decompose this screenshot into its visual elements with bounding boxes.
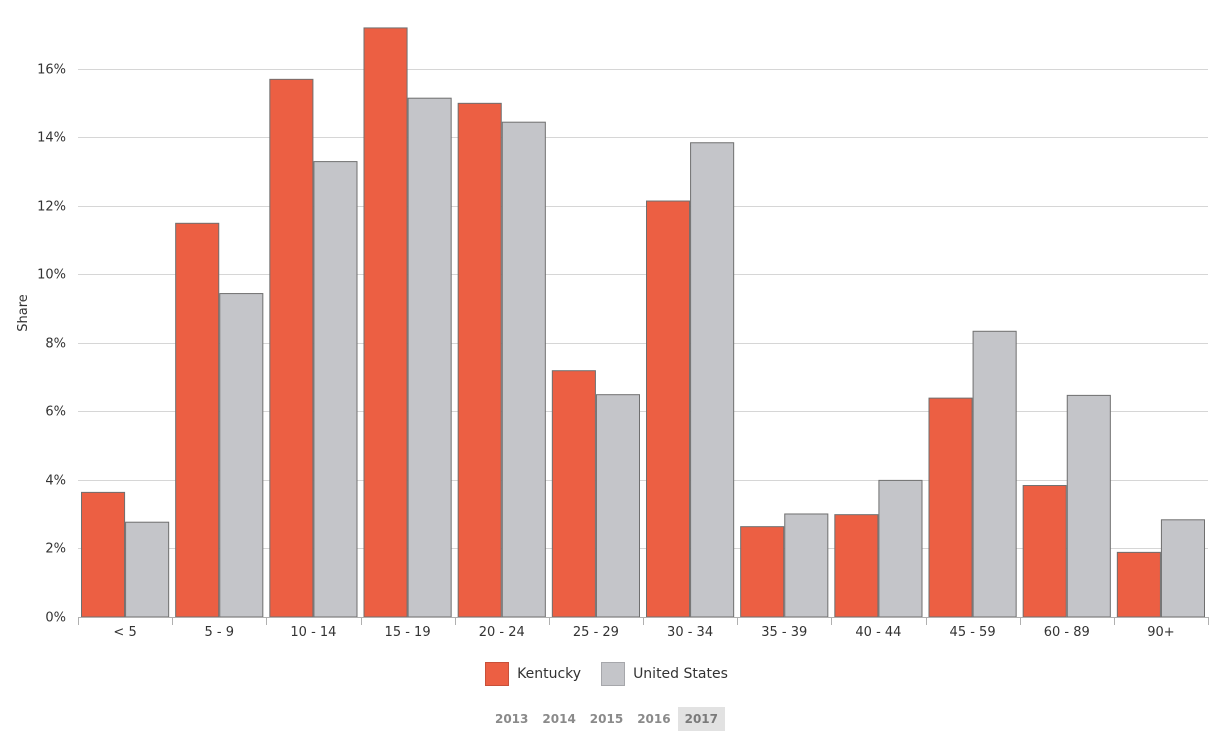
bar-kentucky[interactable] (457, 102, 502, 618)
bar-kentucky[interactable] (175, 222, 220, 618)
gridlines (78, 69, 1208, 549)
x-tick-label: 40 - 44 (855, 625, 901, 640)
bar-kentucky[interactable] (928, 397, 973, 618)
axes: 0% 2% 4% 6% 8% 10% 12% 14% 16% < 5 5 - 9 10 - 14 15 … (37, 63, 1209, 640)
year-button-2016[interactable]: 2016 (637, 712, 671, 726)
x-tick-label: 45 - 59 (950, 625, 996, 640)
y-tick-label: 8% (45, 337, 66, 352)
bar-united-states[interactable] (1160, 519, 1205, 618)
legend-label-kentucky: Kentucky (517, 666, 582, 682)
bar-united-states[interactable] (1066, 394, 1111, 618)
y-tick-label: 6% (45, 405, 66, 420)
y-tick-label: 12% (37, 200, 66, 215)
bar-kentucky[interactable] (81, 491, 126, 618)
bar-kentucky[interactable] (1116, 551, 1161, 618)
x-tick-label: 20 - 24 (479, 625, 525, 640)
x-tick-label: 10 - 14 (290, 625, 336, 640)
legend-item-united-states[interactable]: United States (601, 662, 728, 686)
x-tick-label: < 5 (113, 625, 136, 640)
y-tick-label: 2% (45, 542, 66, 557)
year-button-2015[interactable]: 2015 (589, 712, 624, 726)
bar-kentucky[interactable] (363, 27, 408, 618)
x-tick-label: 35 - 39 (761, 625, 807, 640)
bar-kentucky[interactable] (740, 526, 785, 618)
legend-swatch-kentucky (485, 662, 510, 686)
legend-label-united-states: United States (633, 666, 728, 682)
y-tick-label: 10% (37, 268, 66, 283)
bar-united-states[interactable] (125, 521, 170, 618)
bar-kentucky[interactable] (551, 370, 596, 618)
bar-kentucky[interactable] (646, 200, 691, 618)
x-tick-label: 30 - 34 (667, 625, 713, 640)
bar-united-states[interactable] (690, 142, 735, 618)
x-tick-label: 90+ (1147, 625, 1174, 640)
year-selector: 2013 2014 2015 2016 2017 (0, 707, 1213, 731)
year-button-2017[interactable]: 2017 (677, 707, 726, 731)
legend-swatch-united-states (601, 662, 626, 686)
y-tick-label: 16% (37, 63, 66, 78)
x-tick-label: 15 - 19 (385, 625, 431, 640)
legend: Kentucky United States (0, 660, 1213, 688)
bar-united-states[interactable] (878, 479, 923, 618)
x-tick-label: 5 - 9 (205, 625, 235, 640)
y-tick-label: 4% (45, 474, 66, 489)
bar-united-states[interactable] (501, 121, 546, 618)
bar-united-states[interactable] (219, 293, 264, 618)
legend-item-kentucky[interactable]: Kentucky (485, 662, 581, 686)
bar-chart: 0% 2% 4% 6% 8% 10% 12% 14% 16% < 5 5 - 9 10 - 14 15 … (16, 27, 1209, 640)
y-tick-label: 14% (37, 131, 66, 146)
bar-united-states[interactable] (407, 97, 452, 618)
bar-kentucky[interactable] (834, 514, 879, 618)
y-tick-label: 0% (45, 611, 66, 626)
bar-united-states[interactable] (595, 394, 641, 618)
year-button-2014[interactable]: 2014 (542, 712, 576, 726)
bar-kentucky[interactable] (1022, 485, 1067, 618)
bar-kentucky[interactable] (269, 78, 314, 618)
y-axis-title: Share (16, 294, 31, 332)
bar-united-states[interactable] (313, 161, 358, 618)
bars (81, 27, 1205, 618)
x-tick-label: 25 - 29 (573, 625, 619, 640)
bar-united-states[interactable] (784, 513, 829, 618)
x-tick-label: 60 - 89 (1044, 625, 1090, 640)
year-button-2013[interactable]: 2013 (494, 712, 529, 726)
bar-united-states[interactable] (972, 330, 1017, 618)
